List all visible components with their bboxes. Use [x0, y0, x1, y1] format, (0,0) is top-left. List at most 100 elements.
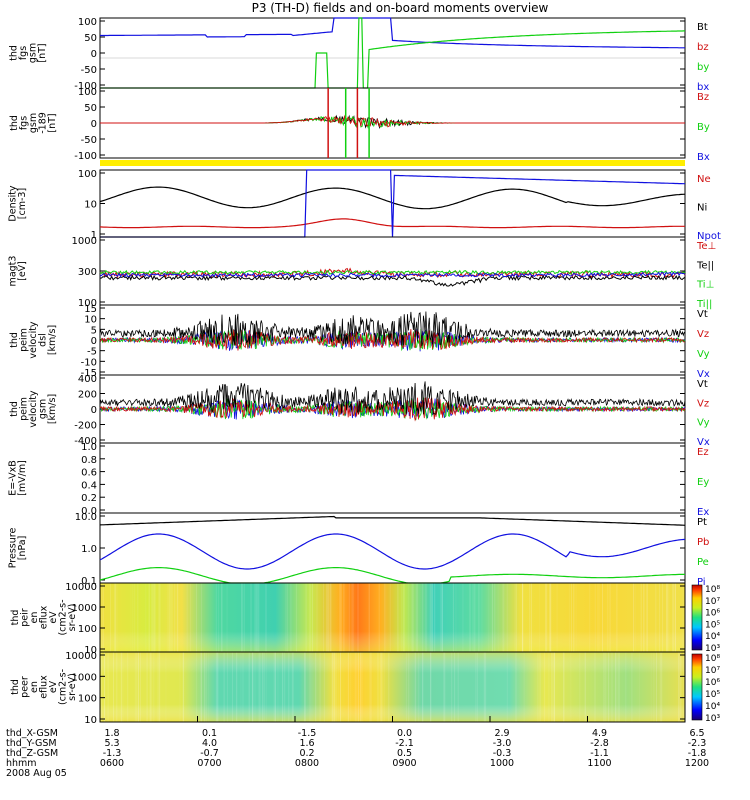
legend-entry: Vy	[697, 349, 710, 360]
x-axis-value: 0600	[100, 758, 124, 769]
x-axis-value: 1.6	[299, 738, 314, 749]
y-tick-label: -50	[81, 65, 97, 76]
colorbar-tick-label: 10⁶	[705, 678, 720, 688]
y-tick-label: 0	[91, 336, 97, 347]
y-tick-label: 100	[78, 694, 97, 705]
mode-bar	[100, 160, 685, 166]
legend-entry: By	[697, 122, 710, 133]
y-tick-label: 10	[84, 315, 97, 326]
y-tick-label: 1.0	[81, 544, 97, 555]
y-tick-label: 0.1	[81, 576, 97, 587]
x-axis-value: 4.0	[202, 738, 217, 749]
y-tick-label: 300	[78, 267, 97, 278]
x-axis-value: -1.5	[298, 728, 317, 739]
colorbar-tick-label: 10⁵	[705, 690, 720, 700]
y-tick-label: 0.2	[81, 493, 97, 504]
x-axis-value: 0.0	[397, 728, 412, 739]
x-axis-row-label: thd_X-GSM	[6, 728, 58, 739]
colorbar-tick-label: 10⁸	[705, 585, 720, 595]
y-axis-label: Pressure[nPa]	[8, 528, 29, 569]
y-axis-label: E=-VxB[mV/m]	[8, 460, 29, 496]
legend-entry: Vz	[697, 398, 709, 409]
legend-entry: Pb	[697, 537, 709, 548]
x-axis-value: 4.9	[592, 728, 607, 739]
y-tick-label: 50	[84, 33, 97, 44]
legend-entry: Ti⊥	[696, 280, 714, 291]
x-axis-value: 0700	[197, 758, 221, 769]
y-tick-label: 0.0	[81, 506, 97, 517]
legend-entry: Vt	[697, 309, 708, 320]
y-tick-label: 0	[91, 119, 97, 130]
y-axis-label: thdfgsgsm[nT]	[9, 43, 49, 63]
panel-evxb: 1.0 0.8 0.60.4 0.2 0.0 E=-VxB[mV/m] Ez Ey Ex	[8, 442, 710, 518]
colorbar-tick-label: 10⁵	[705, 620, 720, 630]
colorbar-tick-label: 10⁸	[705, 654, 720, 664]
legend-entry: Ti||	[696, 299, 712, 310]
y-axis-label: thdpeerenefluxeV(cm2-s-sr-eV)	[10, 669, 78, 705]
colorbar-tick-label: 10⁷	[705, 666, 720, 676]
panel-temp: 1000 300 100 magt3[eV] Te⊥ Te|| Ti⊥ Ti||	[8, 236, 717, 310]
x-axis-value: 5.3	[104, 738, 119, 749]
y-axis-label: thdpeimvelocitygsm[km/s]	[9, 390, 58, 428]
legend-entry: Vz	[697, 329, 709, 340]
x-axis-value: -2.1	[395, 738, 414, 749]
colorbar-tick-label: 10³	[705, 714, 720, 724]
y-tick-label: 10000	[65, 651, 97, 662]
y-tick-label: -15	[81, 368, 97, 379]
x-axis-value: 1000	[490, 758, 514, 769]
fgs-traces	[100, 17, 685, 89]
density-traces	[99, 169, 686, 238]
y-tick-label: 100	[78, 624, 97, 635]
legend-entry: Pt	[697, 517, 707, 528]
x-axis-value: 2.9	[494, 728, 509, 739]
y-axis-label: thdfgsgsm-189[nT]	[9, 112, 58, 134]
x-axis-value: 0.2	[299, 748, 314, 759]
x-axis-row-label: hhmm	[6, 758, 37, 769]
x-axis-value: -1.8	[688, 748, 707, 759]
y-tick-label: 100	[78, 87, 97, 98]
y-tick-label: 400	[78, 374, 97, 385]
y-tick-label: 10	[84, 645, 97, 656]
colorbar-tick-label: 10⁴	[705, 702, 720, 712]
y-tick-label: 10	[84, 200, 97, 211]
y-tick-label: 0.4	[81, 480, 97, 491]
legend-entry: Ex	[697, 507, 709, 518]
panel-velgsm: 400 200 0 -200 -400 thdpeimvelocitygsm[km/s] V…	[9, 374, 710, 448]
legend-entry: Vx	[697, 437, 710, 448]
pressure-traces	[99, 515, 686, 584]
x-axis-row-label: thd_Z-GSM	[6, 748, 58, 759]
y-tick-label: -50	[81, 135, 97, 146]
legend-entry: Pi	[697, 577, 706, 588]
y-tick-label: -100	[74, 151, 97, 162]
y-axis-label: thdpeirenefluxeV(cm2-s-sr-eV)	[10, 599, 78, 635]
x-axis-value: 0800	[295, 758, 319, 769]
chart-title: P3 (TH-D) fields and on-board moments ov…	[252, 1, 549, 15]
y-tick-label: -100	[74, 81, 97, 92]
y-tick-label: 10	[84, 715, 97, 726]
panel-pressure: 10.0 1.0 0.1 Pressure[nPa] Pt Pb Pe Pi	[8, 512, 710, 588]
legend-entry: Vy	[697, 418, 710, 429]
x-axis-value: -0.7	[200, 748, 219, 759]
colorbar-tick-label: 10⁷	[705, 597, 720, 607]
legend-entry: by	[697, 62, 709, 73]
x-axis-value: -3.0	[493, 738, 512, 749]
y-axis-label: thdpeimvelocitydsl[km/s]	[9, 321, 58, 359]
y-tick-label: 200	[78, 390, 97, 401]
y-tick-label: 0	[91, 49, 97, 60]
y-tick-label: 1	[91, 230, 97, 241]
legend-entry: Vx	[697, 369, 710, 380]
y-tick-label: 50	[84, 103, 97, 114]
colorbar-tick-label: 10⁴	[705, 632, 720, 642]
y-tick-label: 1.0	[81, 442, 97, 453]
legend-entry: Bz	[697, 92, 709, 103]
panel-fgs: 100 50 0 -50 -100 thdfgsgsm[nT] Bt bz by bx	[9, 17, 710, 93]
ion_spec-colorbar	[691, 584, 703, 651]
x-axis-value: -1.3	[103, 748, 122, 759]
veleim-traces	[99, 311, 686, 352]
y-tick-label: -5	[87, 347, 97, 358]
x-axis-value: 1.8	[104, 728, 119, 739]
panel-density: 100 10 1 Density[cm-3] Ne Ni Npot	[8, 169, 721, 242]
y-tick-label: 1000	[72, 236, 97, 247]
x-axis-value: -1.1	[590, 748, 609, 759]
